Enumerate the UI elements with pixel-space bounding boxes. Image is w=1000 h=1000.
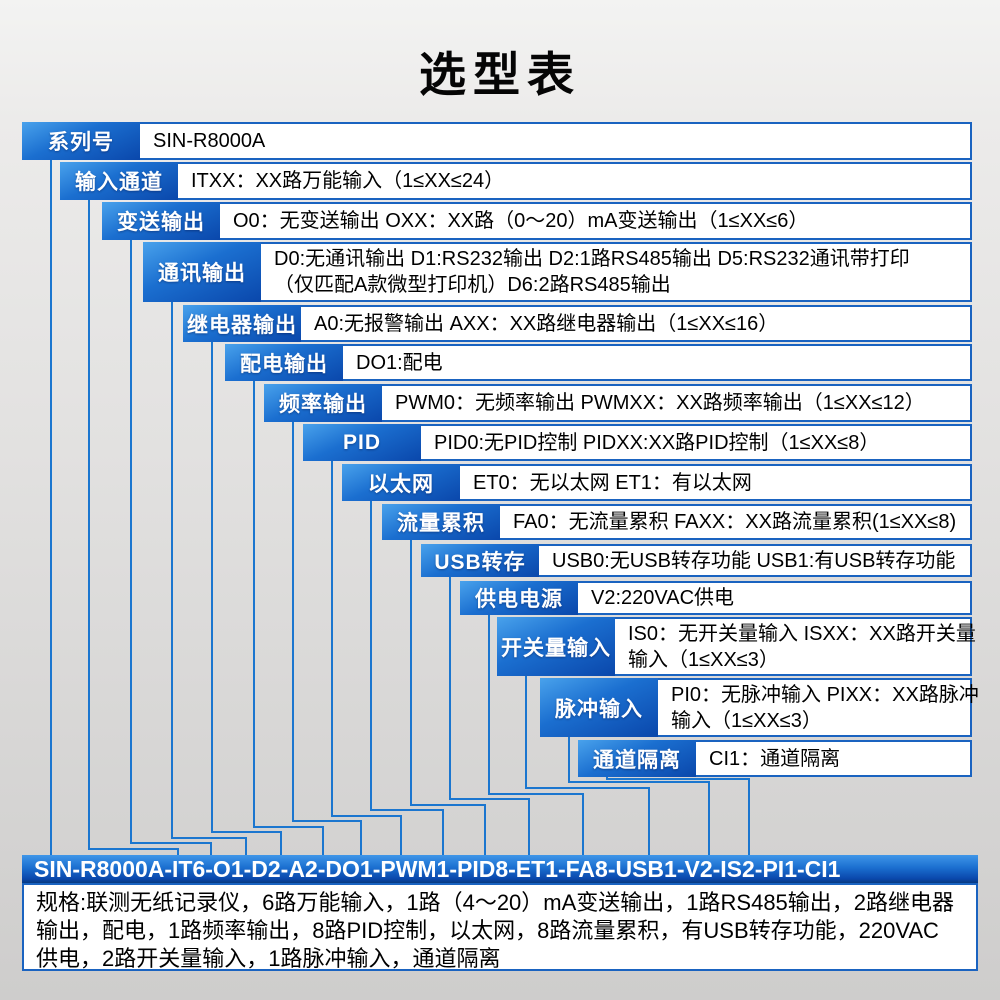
- connector-line-power-supply: [488, 793, 584, 795]
- connector-line-power-supply: [488, 615, 490, 795]
- row-desc-relay-output: A0:无报警输出 AXX：XX路继电器输出（1≤XX≤16）: [299, 305, 972, 342]
- connector-line-power-dist-output: [253, 826, 324, 828]
- connector-line-freq-output: [292, 422, 294, 822]
- row-desc-comm-output: D0:无通讯输出 D1:RS232输出 D2:1路RS485输出 D5:RS23…: [259, 242, 972, 302]
- row-desc-line: 输入（1≤XX≤3）: [628, 648, 779, 671]
- row-label-channel-isolation: 通道隔离: [578, 740, 696, 777]
- row-desc-line: PI0：无脉冲输入 PIXX：XX路脉冲: [671, 683, 979, 706]
- row-label-power-supply: 供电电源: [460, 581, 578, 615]
- page-title: 选型表: [419, 48, 581, 101]
- row-desc-line: CI1：通道隔离: [709, 747, 841, 770]
- row-desc-line: O0：无变送输出 OXX：XX路（0～20）mA变送输出（1≤XX≤6）: [233, 210, 809, 232]
- spec-line: 输出，配电，1路频率输出，8路PID控制，以太网，8路流量累积，有USB转存功能…: [36, 918, 939, 943]
- row-label-freq-output: 频率输出: [264, 384, 382, 422]
- connector-line-switch-input: [525, 676, 527, 789]
- row-label-pid: PID: [303, 424, 421, 461]
- connector-line-switch-input: [525, 787, 650, 789]
- row-label-series-number: 系列号: [22, 122, 140, 160]
- connector-line-usb-transfer: [449, 798, 530, 800]
- row-desc-transmit-output: O0：无变送输出 OXX：XX路（0～20）mA变送输出（1≤XX≤6）: [218, 202, 972, 240]
- row-desc-line: DO1:配电: [356, 351, 443, 374]
- connector-line-channel-isolation: [748, 778, 750, 855]
- connector-line-input-channel: [177, 848, 179, 855]
- row-desc-channel-isolation: CI1：通道隔离: [694, 740, 972, 777]
- connector-line-power-dist-output: [322, 826, 324, 855]
- connector-line-pulse-input: [568, 737, 570, 783]
- connector-line-transmit-output: [130, 842, 212, 844]
- connector-line-pid: [331, 461, 333, 817]
- connector-line-channel-isolation: [606, 778, 750, 780]
- row-desc-usb-transfer: USB0:无USB转存功能 USB1:有USB转存功能: [537, 544, 972, 577]
- row-label-comm-output: 通讯输出: [143, 242, 261, 302]
- row-desc-line: USB0:无USB转存功能 USB1:有USB转存功能: [552, 549, 956, 572]
- connector-line-comm-output: [171, 837, 247, 839]
- row-desc-line: FA0：无流量累积 FAXX：XX路流量累积(1≤XX≤8): [513, 511, 957, 533]
- connector-line-pid: [331, 815, 402, 817]
- row-desc-power-supply: V2:220VAC供电: [576, 581, 972, 615]
- connector-line-transmit-output: [130, 240, 132, 844]
- connector-line-flow-accum: [410, 540, 412, 806]
- row-desc-line: ITXX：XX路万能输入（1≤XX≤24）: [191, 170, 505, 192]
- row-desc-line: SIN-R8000A: [153, 130, 266, 152]
- connector-line-pulse-input: [708, 781, 710, 855]
- connector-line-ethernet: [370, 809, 444, 811]
- row-desc-pulse-input: PI0：无脉冲输入 PIXX：XX路脉冲 输入（1≤XX≤3）: [656, 678, 979, 737]
- connector-line-input-channel: [88, 200, 90, 850]
- connector-line-comm-output: [171, 302, 173, 839]
- row-label-ethernet: 以太网: [342, 464, 460, 501]
- row-label-usb-transfer: USB转存: [421, 544, 539, 577]
- row-desc-line: PID0:无PID控制 PIDXX:XX路PID控制（1≤XX≤8）: [434, 431, 880, 454]
- row-desc-line: ET0：无以太网 ET1：有以太网: [473, 471, 752, 494]
- row-desc-line: PWM0：无频率输出 PWMXX：XX路频率输出（1≤XX≤12）: [395, 392, 925, 414]
- connector-line-transmit-output: [210, 842, 212, 855]
- row-label-input-channel: 输入通道: [60, 162, 178, 200]
- model-code-bar: SIN-R8000A-IT6-O1-D2-A2-DO1-PWM1-PID8-ET…: [22, 855, 978, 883]
- connector-line-pid: [400, 815, 402, 855]
- row-label-relay-output: 继电器输出: [183, 305, 301, 342]
- connector-line-ethernet: [370, 501, 372, 811]
- connector-line-flow-accum: [410, 804, 486, 806]
- connector-line-comm-output: [245, 837, 247, 855]
- row-desc-pid: PID0:无PID控制 PIDXX:XX路PID控制（1≤XX≤8）: [419, 424, 972, 461]
- row-desc-freq-output: PWM0：无频率输出 PWMXX：XX路频率输出（1≤XX≤12）: [380, 384, 972, 422]
- row-desc-line: A0:无报警输出 AXX：XX路继电器输出（1≤XX≤16）: [314, 312, 779, 335]
- row-label-pulse-input: 脉冲输入: [540, 678, 658, 737]
- connector-line-relay-output: [211, 342, 213, 833]
- spec-line: 规格:联测无纸记录仪，6路万能输入，1路（4～20）mA变送输出，1路RS485…: [36, 890, 955, 915]
- connector-line-flow-accum: [484, 804, 486, 855]
- connector-line-ethernet: [442, 809, 444, 855]
- row-desc-ethernet: ET0：无以太网 ET1：有以太网: [458, 464, 972, 501]
- connector-line-power-dist-output: [253, 381, 255, 828]
- row-desc-line: V2:220VAC供电: [591, 587, 735, 609]
- connector-line-usb-transfer: [528, 798, 530, 855]
- row-desc-input-channel: ITXX：XX路万能输入（1≤XX≤24）: [176, 162, 972, 200]
- row-label-transmit-output: 变送输出: [102, 202, 220, 240]
- connector-line-switch-input: [648, 787, 650, 855]
- connector-line-series-number: [50, 160, 52, 855]
- model-code-text: SIN-R8000A-IT6-O1-D2-A2-DO1-PWM1-PID8-ET…: [34, 855, 841, 882]
- row-label-flow-accum: 流量累积: [382, 504, 500, 540]
- row-desc-flow-accum: FA0：无流量累积 FAXX：XX路流量累积(1≤XX≤8): [498, 504, 972, 540]
- connector-line-freq-output: [292, 820, 362, 822]
- row-label-power-dist-output: 配电输出: [225, 344, 343, 381]
- spec-line: 供电，2路开关量输入，1路脉冲输入，通道隔离: [36, 946, 501, 971]
- row-desc-switch-input: IS0：无开关量输入 ISXX：XX路开关量 输入（1≤XX≤3）: [613, 617, 976, 676]
- connector-line-relay-output: [211, 831, 282, 833]
- spec-box: 规格:联测无纸记录仪，6路万能输入，1路（4～20）mA变送输出，1路RS485…: [22, 883, 978, 971]
- row-desc-line: D0:无通讯输出 D1:RS232输出 D2:1路RS485输出 D5:RS23…: [274, 248, 910, 270]
- row-desc-series-number: SIN-R8000A: [138, 122, 972, 160]
- row-label-switch-input: 开关量输入: [497, 617, 615, 676]
- connector-line-pulse-input: [568, 781, 710, 783]
- connector-line-usb-transfer: [449, 577, 451, 800]
- connector-line-power-supply: [582, 793, 584, 855]
- row-desc-line: IS0：无开关量输入 ISXX：XX路开关量: [628, 622, 976, 645]
- row-desc-line: （仅匹配A款微型打印机）D6:2路RS485输出: [274, 274, 671, 296]
- connector-line-relay-output: [280, 831, 282, 855]
- row-desc-line: 输入（1≤XX≤3）: [671, 709, 822, 732]
- connector-line-freq-output: [360, 820, 362, 855]
- row-desc-power-dist-output: DO1:配电: [341, 344, 972, 381]
- connector-line-input-channel: [88, 848, 179, 850]
